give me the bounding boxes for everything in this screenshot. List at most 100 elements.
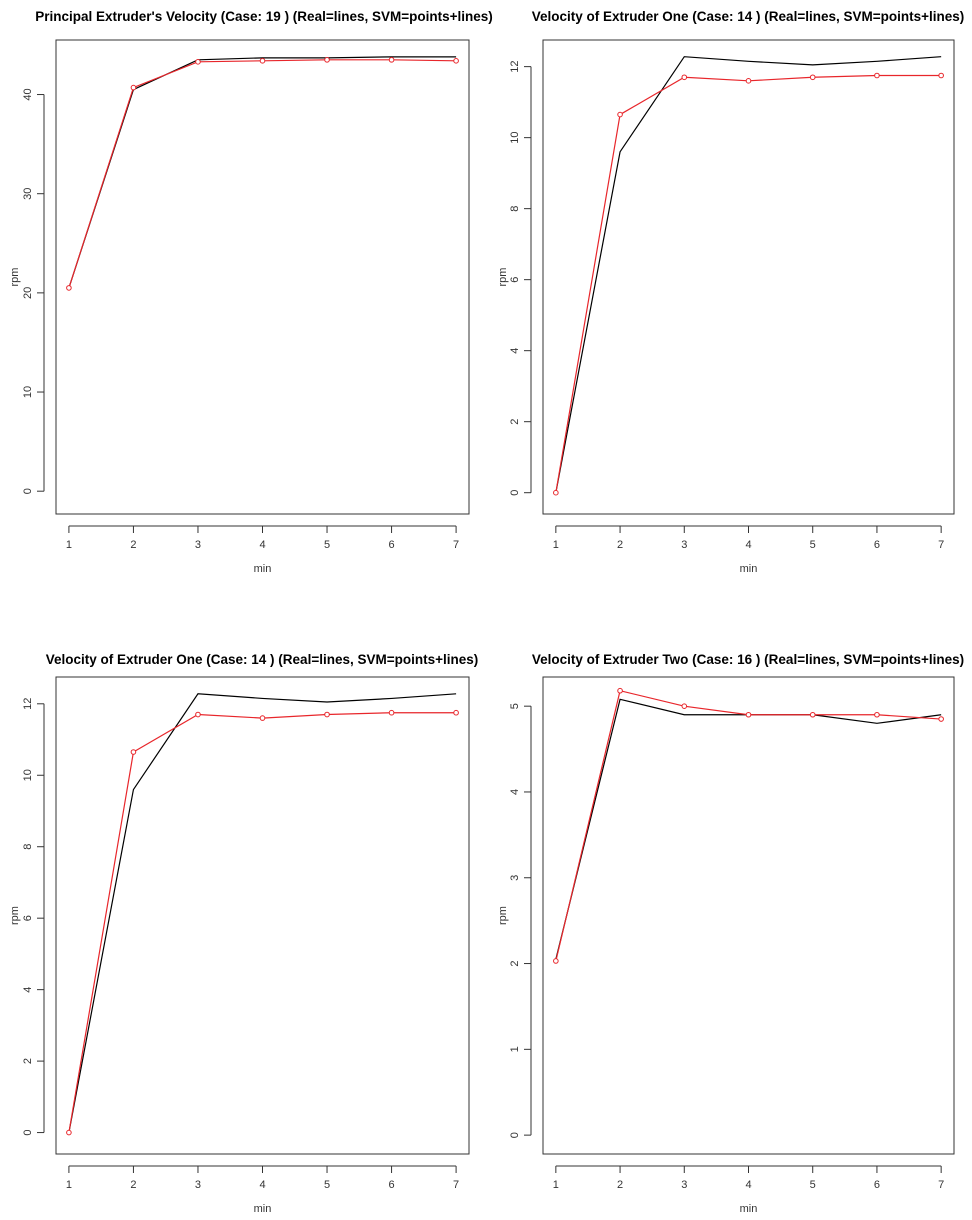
y-tick-label: 6	[22, 915, 34, 921]
y-tick-label: 3	[509, 875, 521, 881]
svm-data-point	[66, 1129, 72, 1136]
svm-data-point	[324, 711, 330, 718]
plot-frame	[55, 676, 470, 1155]
svm-data-point	[259, 715, 266, 721]
x-tick-label: 2	[617, 1179, 623, 1191]
x-tick-label: 1	[553, 1179, 559, 1191]
svm-data-point	[938, 72, 944, 79]
x-tick-label: 5	[810, 1179, 816, 1191]
y-tick-label: 4	[509, 789, 521, 795]
y-tick-label: 10	[509, 132, 521, 144]
y-tick-label: 40	[22, 88, 34, 100]
chart-panel-4: Velocity of Extruder Two (Case: 16 ) (Re…	[497, 652, 964, 1215]
y-tick-label: 0	[509, 490, 521, 496]
x-tick-label: 5	[324, 1179, 330, 1191]
x-tick-label: 6	[389, 1179, 395, 1191]
y-tick-label: 4	[509, 348, 521, 354]
chart-title: Principal Extruder's Velocity (Case: 19 …	[35, 9, 493, 24]
chart-title: Velocity of Extruder Two (Case: 16 ) (Re…	[532, 652, 964, 667]
x-tick-label: 7	[453, 1179, 459, 1191]
x-tick-label: 6	[389, 539, 395, 551]
plot-frame	[55, 39, 470, 515]
series-line-svm	[555, 74, 942, 493]
svm-data-point	[809, 711, 816, 718]
x-tick-label: 1	[66, 1179, 72, 1191]
x-tick-label: 3	[681, 1179, 687, 1191]
x-tick-label: 4	[745, 1179, 751, 1191]
chart-title: Velocity of Extruder One (Case: 14 ) (Re…	[532, 9, 965, 24]
x-axis-label: min	[740, 563, 758, 575]
series-line-svm	[68, 712, 457, 1133]
y-tick-label: 12	[22, 698, 34, 710]
svm-data-point	[259, 58, 266, 64]
svm-data-point	[195, 59, 201, 65]
y-tick-label: 2	[22, 1058, 34, 1064]
svm-data-point	[453, 58, 459, 64]
x-axis-label: min	[254, 1203, 272, 1215]
y-tick-label: 8	[22, 844, 34, 850]
x-tick-label: 4	[259, 1179, 265, 1191]
x-tick-label: 3	[681, 539, 687, 551]
y-axis-label: rpm	[9, 906, 21, 925]
y-axis-label: rpm	[497, 268, 509, 287]
x-tick-label: 7	[453, 539, 459, 551]
svm-data-point	[938, 716, 944, 722]
x-tick-label: 4	[259, 539, 265, 551]
y-tick-label: 8	[509, 206, 521, 212]
svm-data-point	[388, 57, 395, 63]
svm-data-point	[617, 687, 623, 694]
plot-frame	[542, 39, 955, 515]
chart-panel-2: Velocity of Extruder One (Case: 14 ) (Re…	[497, 9, 964, 575]
x-tick-label: 5	[324, 539, 330, 551]
x-tick-label: 5	[810, 539, 816, 551]
chart-panel-3: Velocity of Extruder One (Case: 14 ) (Re…	[9, 652, 478, 1215]
y-tick-label: 5	[509, 703, 521, 709]
x-tick-label: 4	[745, 539, 751, 551]
chart-panel-1: Principal Extruder's Velocity (Case: 19 …	[9, 9, 493, 575]
y-tick-label: 6	[509, 277, 521, 283]
series-line-real	[68, 56, 457, 289]
y-tick-label: 0	[22, 488, 34, 494]
x-tick-label: 1	[66, 539, 72, 551]
x-tick-label: 3	[195, 1179, 201, 1191]
x-tick-label: 6	[874, 539, 880, 551]
y-tick-label: 10	[22, 386, 34, 398]
svm-data-point	[681, 74, 688, 81]
svm-data-point	[745, 78, 752, 84]
svm-data-point	[681, 703, 688, 709]
svm-data-point	[324, 57, 330, 63]
svm-data-point	[617, 111, 623, 118]
svm-data-point	[195, 711, 201, 718]
x-tick-label: 2	[617, 539, 623, 551]
series-line-real	[68, 693, 457, 1133]
x-tick-label: 7	[938, 1179, 944, 1191]
chart-title: Velocity of Extruder One (Case: 14 ) (Re…	[46, 652, 479, 667]
svm-data-point	[874, 711, 880, 718]
y-tick-label: 0	[22, 1129, 34, 1135]
y-tick-label: 10	[22, 769, 34, 781]
svm-data-point	[553, 958, 559, 964]
svm-data-point	[745, 711, 752, 718]
y-tick-label: 1	[509, 1046, 521, 1052]
y-tick-label: 30	[22, 188, 34, 200]
y-tick-label: 0	[509, 1132, 521, 1138]
series-line-svm	[555, 690, 942, 962]
x-tick-label: 1	[553, 539, 559, 551]
x-tick-label: 7	[938, 539, 944, 551]
x-axis-label: min	[254, 563, 272, 575]
svm-data-point	[874, 72, 880, 79]
y-tick-label: 4	[22, 987, 34, 993]
svm-data-point	[809, 74, 816, 81]
svm-data-point	[130, 749, 137, 755]
x-axis-label: min	[740, 1203, 758, 1215]
series-line-real	[555, 698, 942, 960]
svm-data-point	[388, 709, 395, 716]
y-tick-label: 2	[509, 419, 521, 425]
plot-frame	[542, 676, 955, 1155]
y-tick-label: 12	[509, 61, 521, 73]
y-tick-label: 20	[22, 287, 34, 299]
y-axis-label: rpm	[497, 906, 509, 925]
x-tick-label: 6	[874, 1179, 880, 1191]
svm-data-point	[66, 285, 72, 291]
